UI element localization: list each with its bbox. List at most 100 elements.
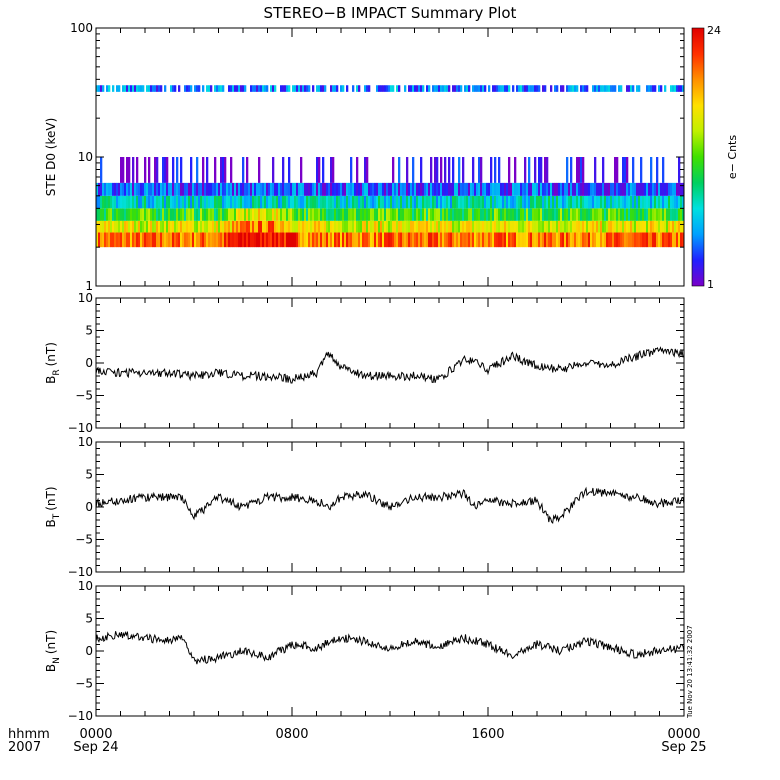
- spectrogram-cell: [160, 232, 163, 248]
- spectrogram-cell: [556, 195, 559, 209]
- spectrogram-cell: [606, 220, 609, 233]
- spectrogram-cell: [608, 232, 611, 248]
- spectrogram-cell: [426, 182, 429, 196]
- spectrogram-cell: [308, 85, 311, 92]
- spectrogram-cell: [362, 182, 365, 196]
- spectrogram-cell: [538, 85, 541, 92]
- spectrogram-cell: [634, 182, 637, 196]
- spectrogram-cell: [182, 208, 185, 221]
- spectrogram-cell: [256, 208, 259, 221]
- spectrogram-cell: [572, 208, 575, 221]
- generation-timestamp: Tue Nov 20 13:41:32 2007: [686, 625, 694, 719]
- spectrogram-cell: [640, 208, 643, 221]
- spectrogram-cell: [330, 232, 333, 248]
- spectrogram-cell: [576, 85, 579, 92]
- spectrogram-cell: [258, 195, 261, 209]
- spectrogram-cell: [370, 208, 373, 221]
- spectrogram-cell: [464, 232, 467, 248]
- spectrogram-cell: [572, 220, 575, 233]
- spectrogram-cell: [560, 220, 563, 233]
- spectrogram-cell: [278, 232, 281, 248]
- spectrogram-cell: [488, 182, 491, 196]
- spectrogram-cell: [358, 208, 361, 221]
- spectrogram-cell: [222, 208, 225, 221]
- spectrogram-cell: [512, 85, 515, 92]
- spectrogram-cell: [480, 182, 483, 196]
- spectrogram-cell: [482, 208, 485, 221]
- spectrogram-cell: [154, 220, 157, 233]
- spectrogram-cell: [164, 195, 167, 209]
- spectrogram-cell: [388, 208, 391, 221]
- spectrogram-cell: [96, 85, 99, 92]
- spectrogram-cell: [198, 220, 201, 233]
- spectrogram-cell: [214, 182, 217, 196]
- spectrogram-cell: [118, 195, 121, 209]
- spectrogram-cell: [136, 157, 139, 183]
- y-label-main: B: [44, 376, 58, 384]
- spectrogram-cell: [414, 182, 417, 196]
- spectrogram-cell: [338, 208, 341, 221]
- spectrogram-cell: [666, 208, 669, 221]
- spectrogram-cell: [164, 182, 167, 196]
- spectrogram-cell: [614, 232, 617, 248]
- spectrogram-cell: [248, 195, 251, 209]
- spectrogram-cell: [586, 85, 589, 92]
- spectrogram-cell: [576, 157, 579, 183]
- spectrogram-cell: [554, 195, 557, 209]
- spectrogram-cell: [486, 195, 489, 209]
- spectrogram-cell: [364, 232, 367, 248]
- spectrogram-cell: [440, 85, 443, 92]
- spectrogram-cell: [148, 157, 151, 183]
- spectrogram-cell: [618, 232, 621, 248]
- spectrogram-cell: [142, 232, 145, 248]
- spectrogram-cell: [354, 232, 357, 248]
- spectrogram-cell: [102, 208, 105, 221]
- spectrogram-cell: [182, 182, 185, 196]
- spectrogram-cell: [108, 85, 111, 92]
- spectrogram-cell: [420, 232, 423, 248]
- spectrogram-cell: [554, 182, 557, 196]
- spectrogram-cell: [538, 232, 541, 248]
- spectrogram-cell: [594, 157, 597, 183]
- spectrogram-cell: [370, 220, 373, 233]
- y-axis-label: BT(nT): [44, 486, 62, 527]
- spectrogram-cell: [292, 195, 295, 209]
- spectrogram-cell: [638, 232, 641, 248]
- spectrogram-cell: [516, 220, 519, 233]
- spectrogram-cell: [398, 195, 401, 209]
- spectrogram-cell: [530, 208, 533, 221]
- spectrogram-cell: [350, 220, 353, 233]
- spectrogram-cell: [578, 220, 581, 233]
- spectrogram-cell: [492, 208, 495, 221]
- spectrogram-cell: [540, 208, 543, 221]
- spectrogram-cell: [412, 220, 415, 233]
- spectrogram-cell: [670, 182, 673, 196]
- spectrogram-cell: [602, 182, 605, 196]
- spectrogram-cell: [544, 232, 547, 248]
- spectrogram-cell: [560, 195, 563, 209]
- spectrogram-cell: [188, 195, 191, 209]
- spectrogram-cell: [440, 208, 443, 221]
- spectrogram-cell: [288, 182, 291, 196]
- spectrogram-cell: [582, 208, 585, 221]
- spectrogram-cell: [362, 220, 365, 233]
- spectrogram-cell: [306, 232, 309, 248]
- spectrogram-cell: [456, 182, 459, 196]
- spectrogram-cell: [258, 157, 261, 183]
- spectrogram-cell: [588, 220, 591, 233]
- spectrogram-cell: [456, 85, 459, 92]
- spectrogram-cell: [516, 85, 519, 92]
- spectrogram-cell: [374, 195, 377, 209]
- spectrogram-cell: [566, 232, 569, 248]
- spectrogram-cell: [176, 208, 179, 221]
- spectrogram-cell: [204, 208, 207, 221]
- spectrogram-cell: [610, 232, 613, 248]
- spectrogram-cell: [206, 232, 209, 248]
- spectrogram-cell: [110, 208, 113, 221]
- spectrogram-cell: [336, 182, 339, 196]
- spectrogram-cell: [646, 232, 649, 248]
- spectrogram-cell: [420, 157, 423, 183]
- spectrogram-cell: [200, 182, 203, 196]
- spectrogram-cell: [584, 182, 587, 196]
- spectrogram-cell: [606, 208, 609, 221]
